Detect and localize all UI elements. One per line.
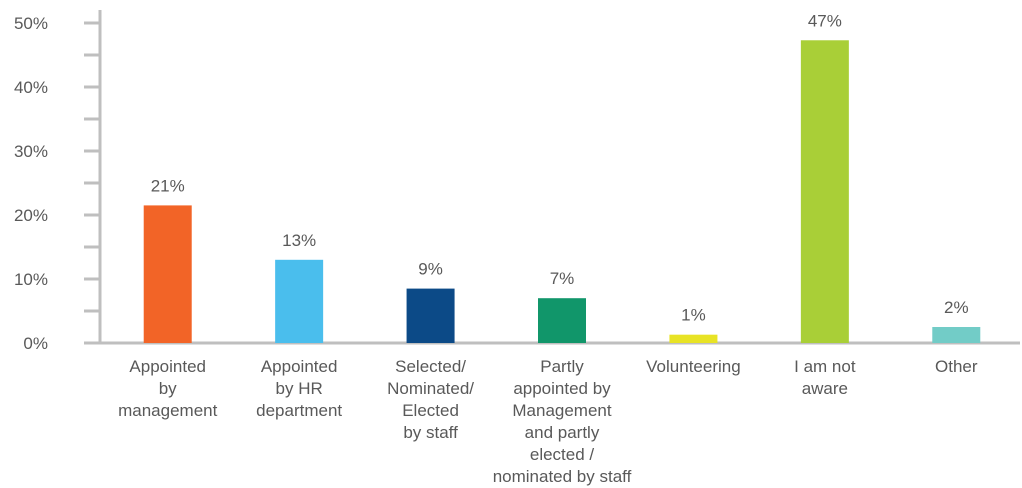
bar xyxy=(275,259,324,343)
bars xyxy=(143,40,981,343)
category-label: Selected/Nominated/Elected by staff xyxy=(387,357,474,442)
y-axis: 0% 10% 20% 30% 40% 50% xyxy=(14,10,102,353)
y-tick-label: 30% xyxy=(14,142,48,161)
bar xyxy=(669,334,718,343)
category-label: Volunteering xyxy=(646,357,741,376)
category-label: Partly appointed by Management and partly el… xyxy=(493,357,632,486)
data-label: 2% xyxy=(944,298,969,317)
data-labels: 21% 13% 9% 7% 1% 47% 2% xyxy=(151,11,969,324)
data-label: 9% xyxy=(418,260,443,279)
data-label: 21% xyxy=(151,176,185,195)
category-label: Appointed by management xyxy=(118,357,218,420)
category-label: I am not aware xyxy=(794,357,856,398)
bar xyxy=(932,327,981,343)
y-tick-label: 40% xyxy=(14,78,48,97)
data-label: 47% xyxy=(808,11,842,30)
y-tick-label: 10% xyxy=(14,270,48,289)
y-tick-label: 0% xyxy=(23,334,48,353)
bar xyxy=(538,298,586,343)
data-label: 13% xyxy=(282,231,316,250)
bar xyxy=(406,288,455,343)
category-labels: Appointed by management Appointed by HR depar… xyxy=(118,357,978,486)
y-tick-label: 20% xyxy=(14,206,48,225)
category-label: Appointed by HR department xyxy=(256,357,342,420)
data-label: 7% xyxy=(550,269,575,288)
data-label: 1% xyxy=(681,306,706,325)
y-tick-label: 50% xyxy=(14,14,48,33)
bar xyxy=(800,40,849,343)
bar xyxy=(143,205,192,343)
category-label: Other xyxy=(935,357,978,376)
